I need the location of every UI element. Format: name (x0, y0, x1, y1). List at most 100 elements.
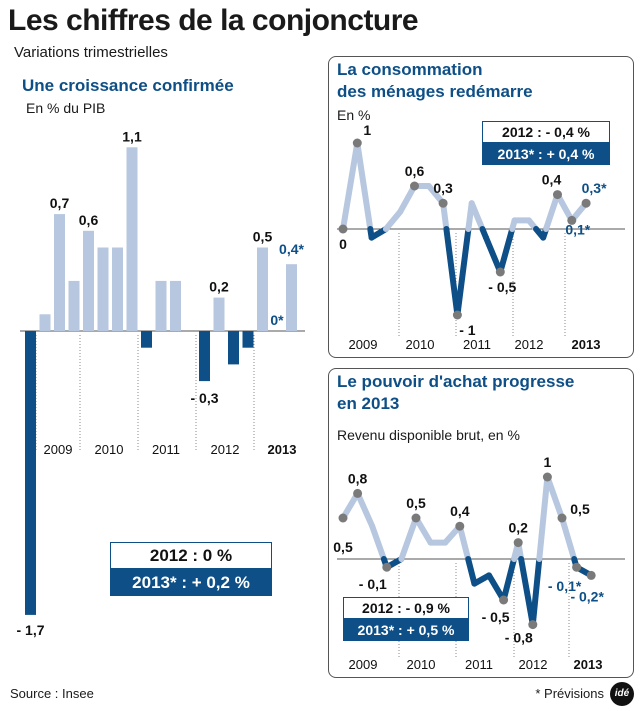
pouvoir-line-segment (559, 515, 578, 562)
croissance-value-label: 0,4* (279, 241, 304, 257)
pouvoir-legend-2012: 2012 : - 0,9 % (343, 597, 469, 619)
pouvoir-title-line2: en 2013 (337, 394, 400, 413)
pouvoir-point-marker (557, 513, 567, 523)
pouvoir-point-marker (528, 620, 538, 630)
croissance-value-label: 1,1 (122, 128, 142, 144)
croissance-bar (242, 331, 254, 348)
pouvoir-line-segment (340, 490, 361, 521)
croissance-bar (112, 247, 123, 331)
pouvoir-year-label: 2009 (349, 657, 378, 672)
consommation-point-marker (452, 310, 462, 320)
consommation-line-segment (443, 226, 461, 318)
consommation-year-label: 2012 (515, 337, 544, 352)
consommation-point-marker (567, 215, 577, 225)
consommation-legend-2013: 2013* : + 0,4 % (482, 143, 610, 165)
croissance-legend-2013: 2013* : + 0,2 % (110, 569, 272, 596)
pouvoir-point-marker (499, 595, 509, 605)
consommation-unit: En % (337, 107, 371, 123)
consommation-point-marker (438, 198, 448, 208)
croissance-value-label: 0,7 (50, 195, 70, 211)
pouvoir-year-label: 2010 (407, 657, 436, 672)
consommation-title: La consommation des ménages redémarre (337, 59, 533, 103)
pouvoir-line-segment (486, 572, 507, 603)
croissance-legend: 2012 : 0 % 2013* : + 0,2 % (110, 542, 272, 596)
croissance-bar (25, 331, 36, 615)
consommation-line-segment (382, 208, 404, 232)
pouvoir-year-label: 2012 (519, 657, 548, 672)
croissance-year-label: 2009 (44, 442, 73, 457)
croissance-legend-2012: 2012 : 0 % (110, 542, 272, 569)
pouvoir-point-marker (513, 538, 523, 548)
croissance-bar (228, 331, 239, 365)
consommation-value-label: - 0,5 (488, 279, 516, 295)
consommation-point-marker (495, 267, 505, 277)
croissance-bar (126, 147, 138, 331)
croissance-value-label: - 0,3 (190, 390, 218, 406)
consommation-line-segment (454, 226, 472, 318)
consommation-line-segment (468, 200, 486, 232)
pouvoir-value-label: - 0,2* (570, 588, 604, 604)
pouvoir-line-segment (369, 523, 387, 562)
pouvoir-line-segment (544, 474, 565, 521)
pouvoir-point-marker (572, 562, 582, 572)
consommation-line-segment (397, 183, 418, 215)
consommation-legend: 2012 : - 0,4 % 2013* : + 0,4 % (482, 121, 610, 165)
pouvoir-line-segment (536, 474, 551, 562)
consommation-value-label: 0,4 (542, 172, 562, 188)
consommation-legend-2012: 2012 : - 0,4 % (482, 121, 610, 143)
consommation-line-segment (554, 191, 575, 224)
consommation-chart: 2009 2010 2011 2012 2013 0 1 0,6 0,3 - 1 - 0,5 0,4 0… (337, 122, 625, 352)
pouvoir-point-marker (455, 521, 465, 531)
consommation-title-line2: des ménages redémarre (337, 82, 533, 101)
pouvoir-value-label: 1 (544, 454, 552, 470)
page-subtitle: Variations trimestrielles (14, 44, 168, 61)
croissance-year-label: 2010 (95, 442, 124, 457)
pouvoir-line-segment (398, 515, 419, 562)
croissance-value-label: - 1,7 (16, 622, 44, 638)
pouvoir-value-label: 0,2 (508, 520, 528, 536)
croissance-chart: 2009 2010 2011 2012 2013 - 1,7 0,7 0,6 1,1 - 0,3 0… (16, 128, 305, 638)
pouvoir-value-label: 0,5 (333, 539, 353, 555)
consommation-year-label: 2013 (572, 337, 601, 352)
croissance-bar (141, 331, 152, 348)
croissance-year-label: 2011 (152, 442, 180, 457)
consommation-line-segment (543, 191, 561, 232)
forecast-note: * Prévisions (535, 686, 604, 701)
croissance-bar (257, 247, 268, 331)
consommation-value-label: 0,6 (405, 163, 425, 179)
source-note: Source : Insee (10, 686, 94, 701)
pouvoir-legend: 2012 : - 0,9 % 2013* : + 0,5 % (343, 597, 469, 641)
croissance-bar (170, 280, 181, 331)
croissance-value-label: 0* (270, 312, 284, 328)
croissance-bar (199, 331, 210, 382)
pouvoir-line-segment (354, 490, 376, 530)
pouvoir-value-label: - 0,1* (548, 578, 582, 594)
pouvoir-value-label: 0,5 (406, 495, 426, 511)
consommation-value-label: - 1 (459, 322, 476, 338)
page-title: Les chiffres de la conjoncture (8, 4, 419, 37)
croissance-bar (68, 280, 80, 331)
consommation-point-marker (410, 181, 419, 191)
croissance-bar (286, 264, 297, 331)
consommation-panel: La consommation des ménages redémarre En… (328, 56, 634, 358)
consommation-value-label: 0,3* (582, 180, 607, 196)
pouvoir-point-marker (338, 513, 348, 523)
croissance-value-label: 0,5 (253, 229, 273, 245)
consommation-value-label: 1 (363, 122, 371, 138)
pouvoir-panel: Le pouvoir d'achat progresse en 2013 Rev… (328, 368, 634, 678)
pouvoir-line-segment (500, 556, 518, 603)
consommation-line-segment (497, 226, 516, 275)
pouvoir-point-marker (353, 488, 363, 498)
pouvoir-point-marker (382, 562, 392, 572)
consommation-point-marker (338, 224, 348, 234)
consommation-year-label: 2010 (406, 337, 435, 352)
croissance-bar (97, 247, 109, 331)
pouvoir-year-label: 2013 (574, 657, 603, 672)
pouvoir-unit: Revenu disponible brut, en % (337, 427, 520, 443)
pouvoir-value-label: - 0,8 (505, 630, 533, 646)
consommation-year-label: 2011 (463, 337, 491, 352)
pouvoir-title-line1: Le pouvoir d'achat progresse (337, 372, 575, 391)
croissance-title: Une croissance confirmée (22, 76, 234, 95)
consommation-line-segment (483, 234, 504, 275)
pouvoir-point-marker (586, 570, 596, 580)
